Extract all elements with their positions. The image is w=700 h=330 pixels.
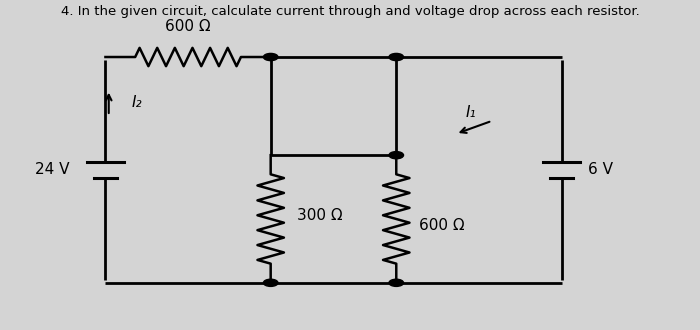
Text: I₁: I₁ — [466, 105, 476, 120]
Text: 24 V: 24 V — [34, 162, 69, 178]
Circle shape — [263, 53, 278, 61]
Text: 6 V: 6 V — [588, 162, 613, 178]
Circle shape — [389, 279, 403, 286]
Circle shape — [263, 279, 278, 286]
Text: I₂: I₂ — [132, 95, 143, 110]
Circle shape — [389, 151, 403, 159]
Text: 600 Ω: 600 Ω — [165, 19, 211, 34]
Circle shape — [389, 53, 403, 61]
Text: 600 Ω: 600 Ω — [419, 218, 465, 233]
Text: 300 Ω: 300 Ω — [297, 208, 343, 223]
Text: 4. In the given circuit, calculate current through and voltage drop across each : 4. In the given circuit, calculate curre… — [61, 5, 639, 18]
